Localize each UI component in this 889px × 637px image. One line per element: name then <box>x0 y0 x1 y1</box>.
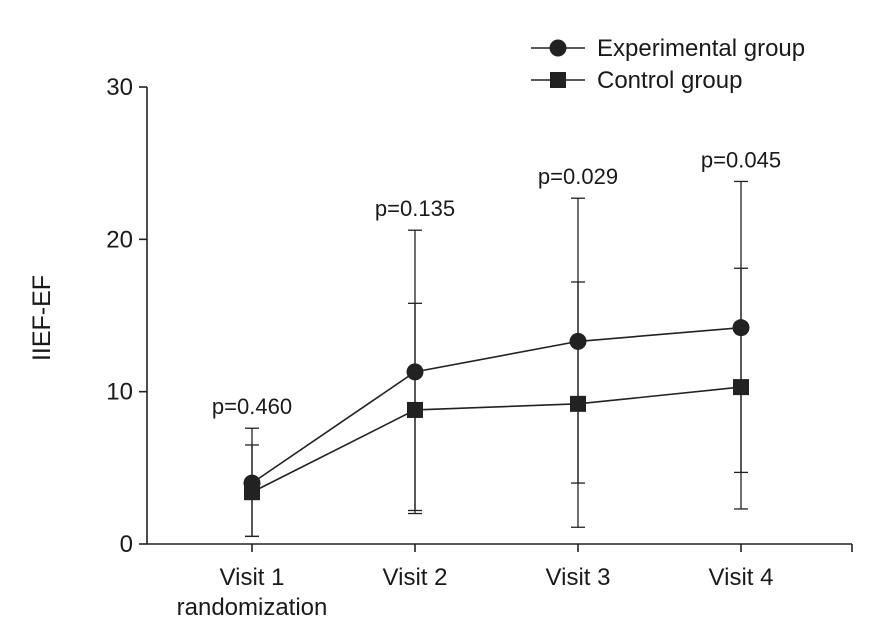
x-tick-label: Visit 3 <box>546 564 611 591</box>
y-tick-label: 20 <box>106 226 133 253</box>
p-value-annotation: p=0.029 <box>538 164 618 189</box>
axes: 0 10 20 30 Visit 1 randomization Visit 2 Visit … <box>106 74 853 621</box>
annotations: p=0.460 p=0.135 p=0.029 p=0.045 <box>212 147 781 419</box>
legend-circle-marker <box>549 39 567 57</box>
p-value-annotation: p=0.460 <box>212 394 292 419</box>
legend-square-marker <box>550 72 566 88</box>
x-tick-label: Visit 1 <box>220 564 285 591</box>
square-marker <box>570 395 586 412</box>
legend: Experimental group Control group <box>531 35 805 94</box>
square-marker <box>244 484 260 501</box>
p-value-annotation: p=0.045 <box>701 147 781 172</box>
circle-marker <box>569 332 587 350</box>
series-line-experimental <box>251 326 742 484</box>
error-bars <box>245 180 748 538</box>
p-value-annotation: p=0.135 <box>375 196 455 221</box>
x-tick-label: Visit 4 <box>709 564 774 591</box>
square-marker <box>407 401 423 418</box>
series-lines <box>251 326 742 493</box>
y-axis-label: IIEF-EF <box>28 275 56 361</box>
circle-marker <box>406 363 424 381</box>
y-tick-label: 30 <box>106 74 133 101</box>
y-tick-label: 0 <box>120 531 133 558</box>
legend-label: Experimental group <box>597 35 805 62</box>
y-tick-label: 10 <box>106 379 133 406</box>
square-marker <box>733 379 749 396</box>
legend-label: Control group <box>597 67 742 94</box>
series-markers <box>243 319 750 501</box>
x-tick-label: Visit 2 <box>383 564 448 591</box>
series-line-control <box>251 386 742 493</box>
circle-marker <box>732 319 750 337</box>
x-tick-label: randomization <box>177 594 328 621</box>
